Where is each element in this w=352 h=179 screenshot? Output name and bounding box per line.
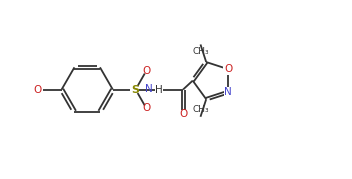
Text: S: S — [131, 84, 139, 95]
Text: O: O — [142, 103, 150, 113]
Text: CH₃: CH₃ — [192, 47, 209, 56]
Text: O: O — [179, 109, 187, 119]
Text: O: O — [34, 84, 42, 95]
Text: N: N — [224, 87, 232, 97]
Text: H: H — [155, 84, 163, 95]
Text: CH₃: CH₃ — [192, 105, 209, 114]
Text: O: O — [142, 66, 150, 76]
Text: O: O — [224, 64, 232, 74]
Text: N: N — [145, 84, 153, 94]
